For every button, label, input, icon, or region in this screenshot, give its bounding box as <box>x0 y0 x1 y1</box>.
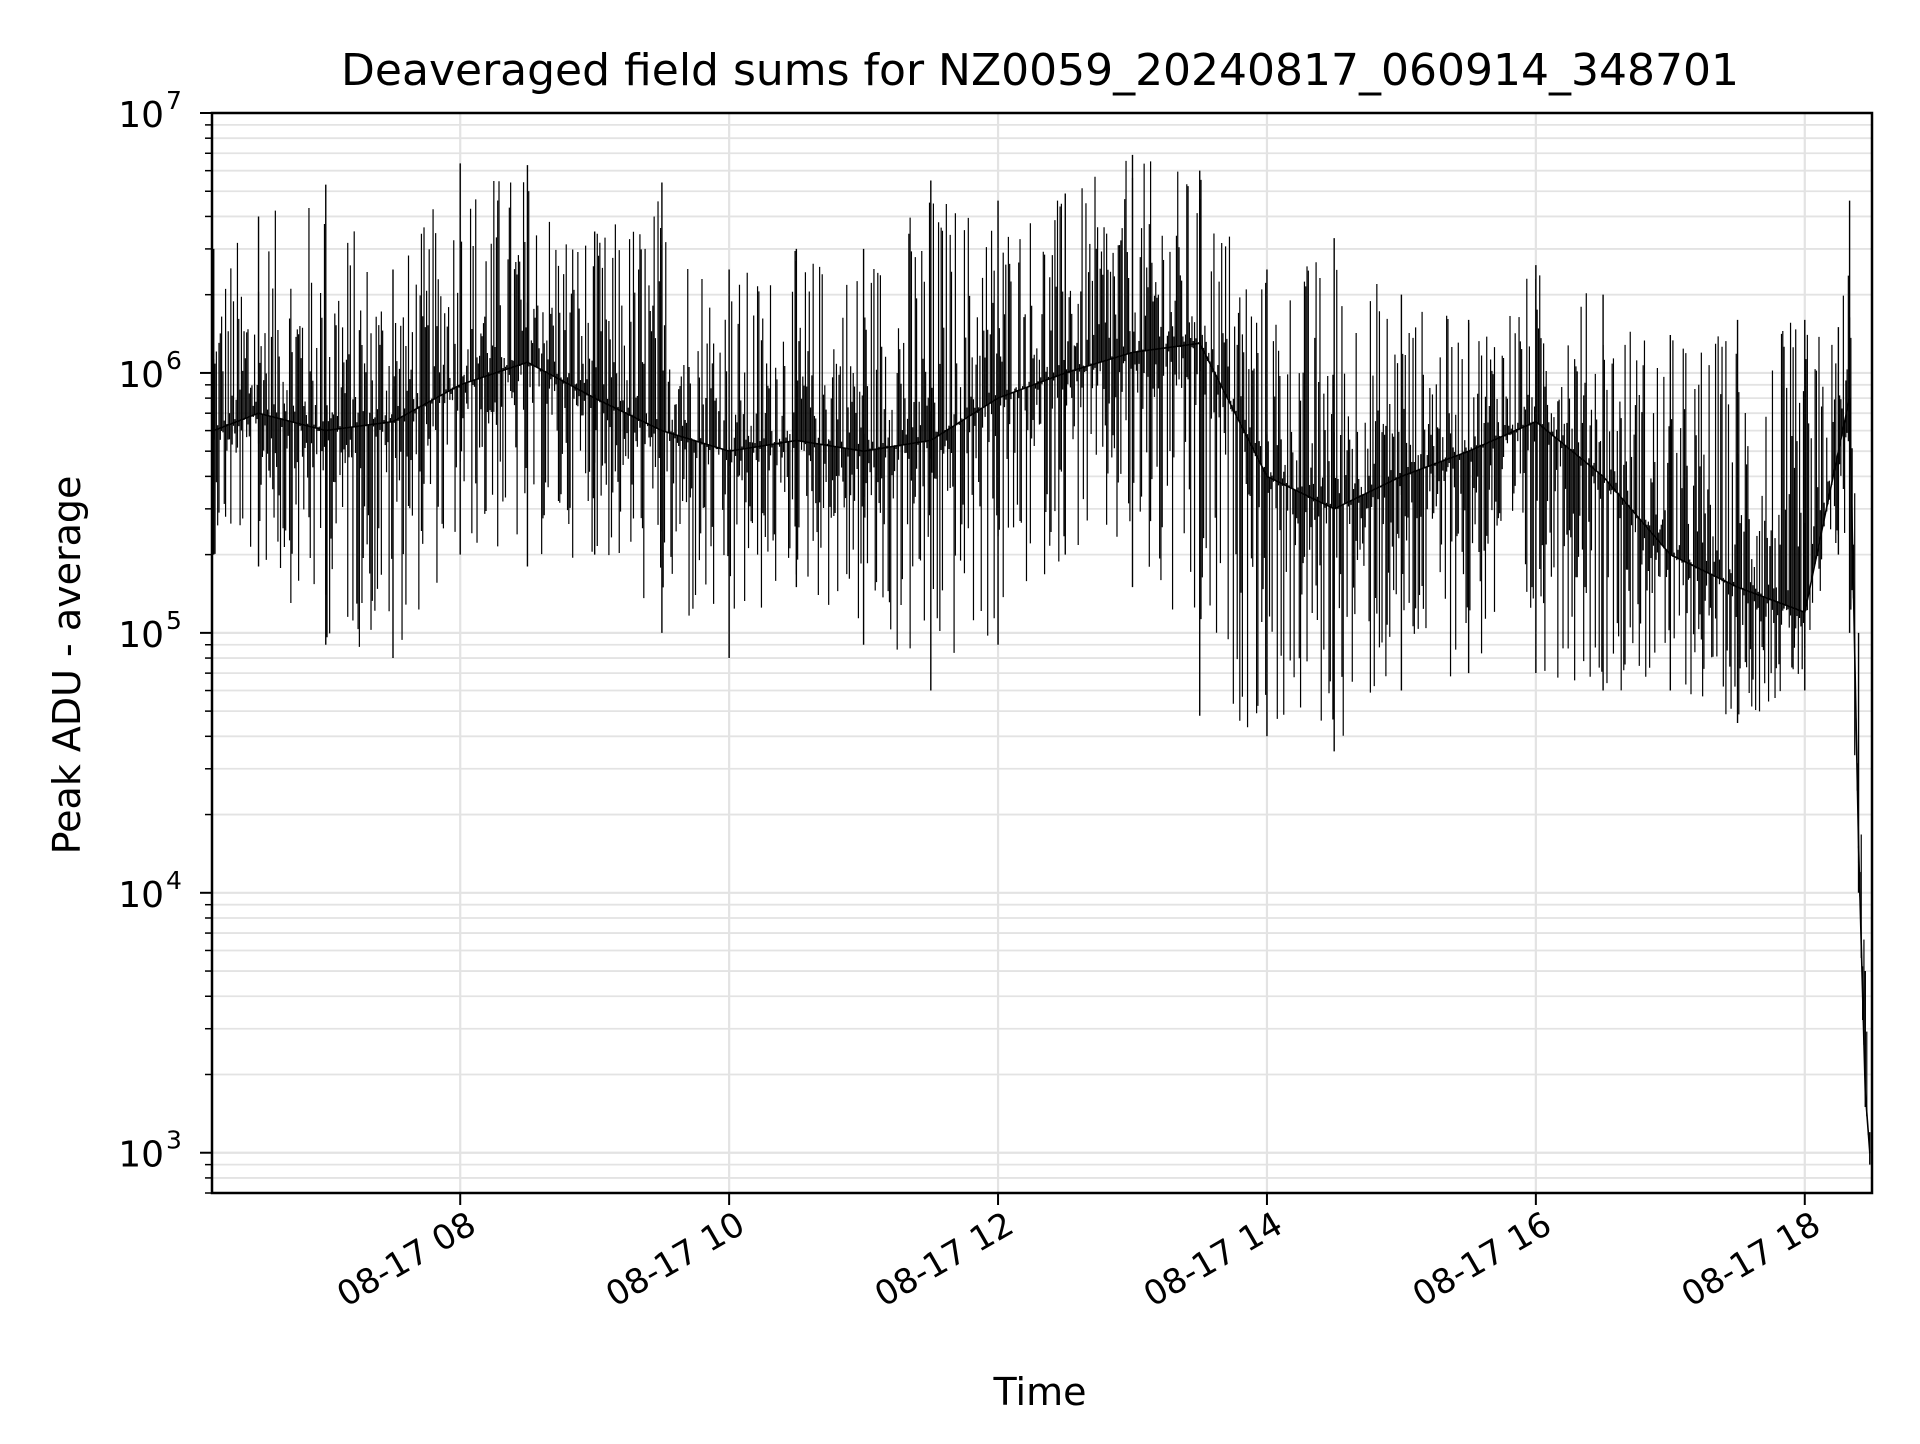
series-point <box>930 439 932 442</box>
chart-title: Deaveraged field sums for NZ0059_2024081… <box>341 45 1739 96</box>
y-tick-label-base: 10 <box>118 355 164 396</box>
series-point <box>795 439 798 442</box>
y-tick-label-exponent: 6 <box>166 346 182 375</box>
series-point <box>212 429 215 432</box>
series-point <box>1064 372 1067 374</box>
series-point <box>257 412 260 414</box>
series-point <box>862 450 865 452</box>
series-point <box>1602 475 1604 478</box>
series-point <box>1131 351 1134 354</box>
series-point <box>1535 420 1537 423</box>
grid <box>212 111 1872 1194</box>
series-point <box>1266 475 1268 478</box>
y-tick-label-exponent: 4 <box>166 866 182 895</box>
series-point <box>1736 586 1739 588</box>
series-point <box>1333 508 1335 510</box>
y-tick-label-base: 10 <box>118 1135 164 1176</box>
series-point <box>526 361 529 363</box>
x-axis-label: Time <box>993 1370 1087 1414</box>
series-point <box>1198 342 1201 345</box>
series-point <box>1864 1092 1867 1094</box>
y-tick-label-exponent: 7 <box>166 86 182 115</box>
series-point <box>1857 846 1860 848</box>
y-tick-label-exponent: 3 <box>166 1126 182 1155</box>
series-point <box>1868 1151 1871 1154</box>
y-axis-label: Peak ADU - average <box>45 476 89 855</box>
series-point <box>728 450 730 452</box>
series-point <box>459 384 462 386</box>
series-line <box>213 342 1871 1153</box>
y-tick-label-base: 10 <box>118 615 164 656</box>
series-point <box>997 397 999 399</box>
series-point <box>593 397 596 399</box>
series-point <box>1803 611 1806 614</box>
y-tick-label-exponent: 5 <box>166 606 182 635</box>
series-point <box>1467 450 1470 452</box>
series-point <box>1669 553 1672 556</box>
series-point <box>392 420 394 423</box>
y-tick-label-base: 10 <box>118 95 164 136</box>
series-point <box>661 429 663 432</box>
y-tick-label-base: 10 <box>118 875 164 916</box>
series-point <box>1837 450 1840 452</box>
series-point <box>1848 397 1851 399</box>
series-layer <box>212 154 1871 1165</box>
series-point <box>324 429 327 432</box>
series-point <box>1400 475 1403 478</box>
plot-frame <box>210 111 1874 1195</box>
